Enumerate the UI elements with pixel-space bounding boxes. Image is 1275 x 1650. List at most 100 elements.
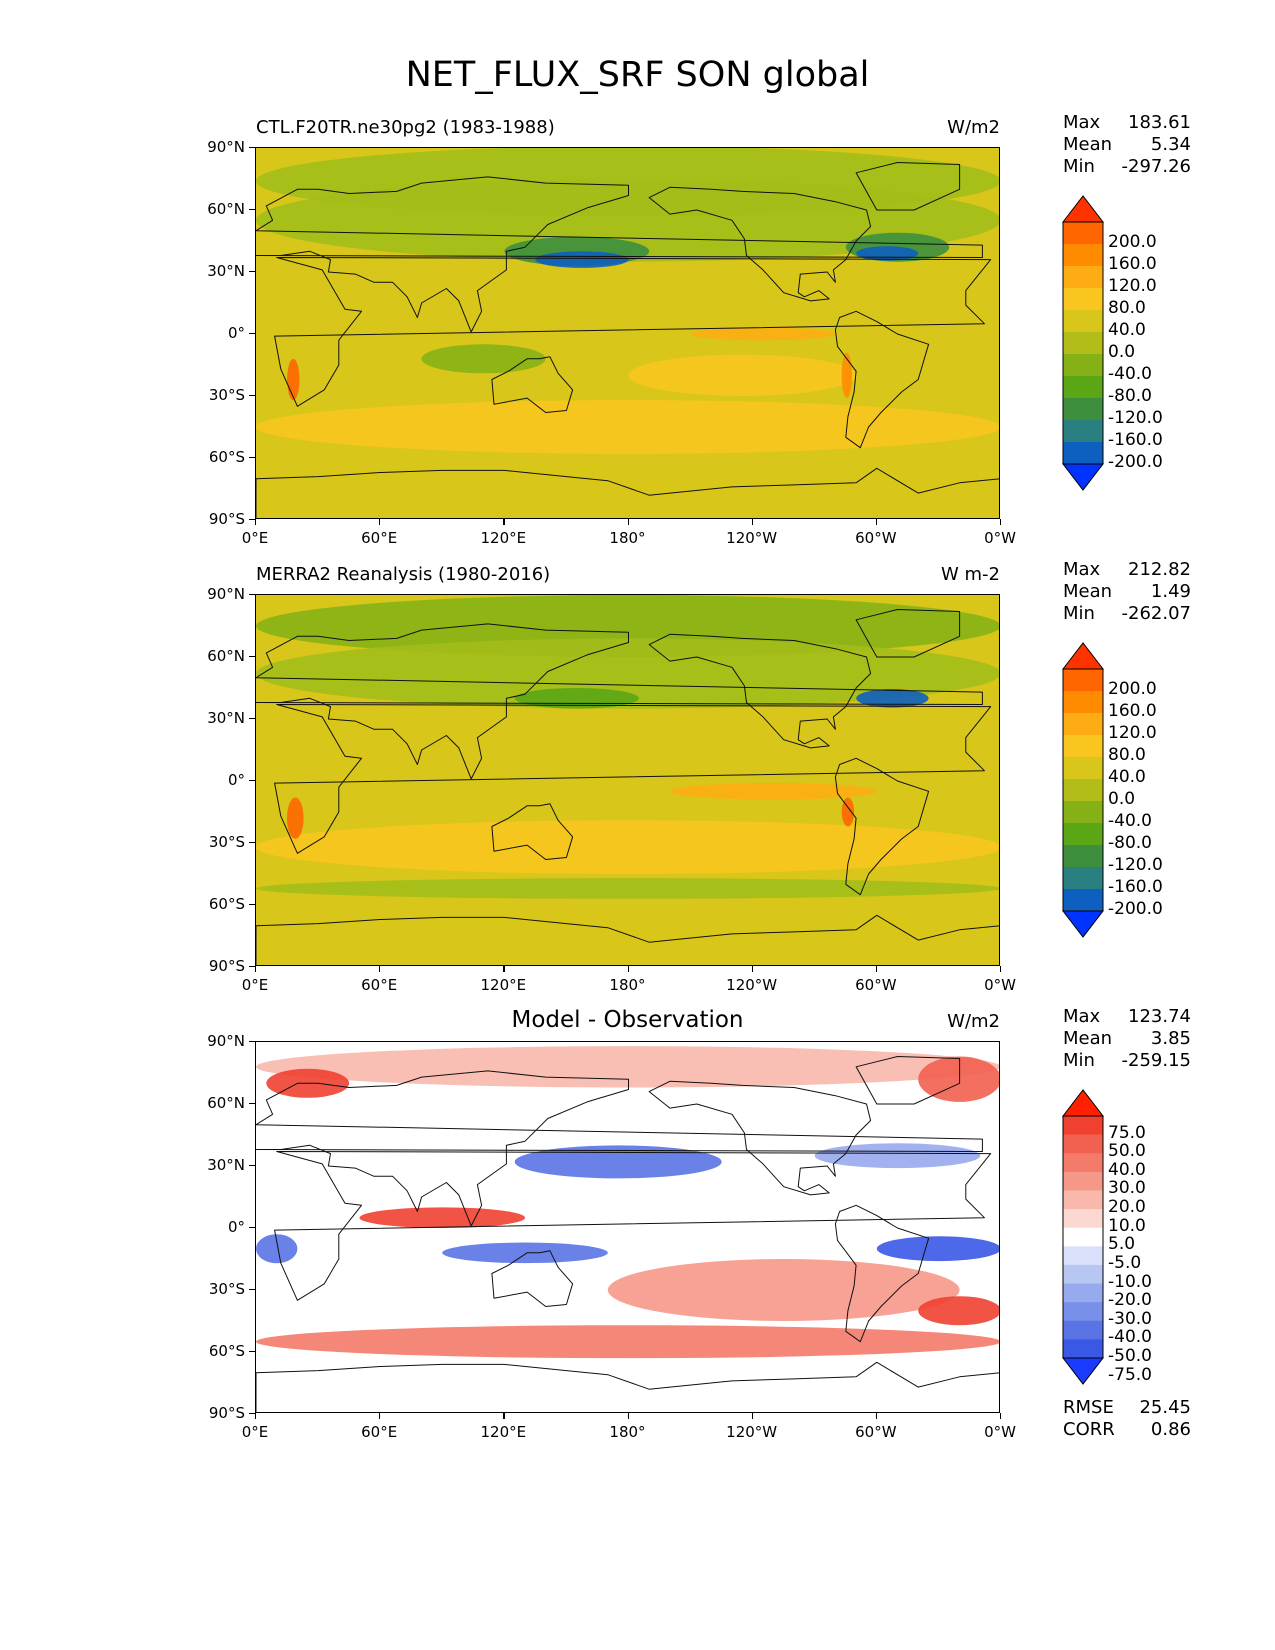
map-contour-plot — [256, 1042, 999, 1412]
stats-value: 3.85 — [1150, 1028, 1191, 1049]
africa-coastline — [274, 704, 992, 854]
lon-tick-mark — [379, 519, 381, 525]
main-title: NET_FLUX_SRF SON global — [405, 55, 870, 95]
colorbar-swatch — [1063, 845, 1103, 868]
field-contour-region — [918, 1056, 999, 1102]
colorbar-swatch — [1063, 713, 1103, 736]
antarctica-coastline — [256, 1361, 999, 1412]
field-contour-region — [256, 1234, 298, 1264]
samerica-coastline — [834, 310, 930, 449]
lat-tick-label: 0° — [227, 1218, 245, 1236]
lat-tick-mark — [249, 1289, 255, 1291]
field-contour-region — [256, 638, 999, 709]
lat-tick-mark — [249, 395, 255, 397]
colorbar-tick-label: 200.0 — [1108, 232, 1157, 252]
lon-tick-label: 0°W — [984, 976, 1016, 994]
stats-value: 5.34 — [1150, 134, 1191, 155]
field-contour-region — [841, 797, 855, 827]
colorbar-tick-label: -20.0 — [1108, 1290, 1152, 1311]
colorbar — [1061, 642, 1105, 942]
field-contour-region — [256, 1046, 999, 1088]
colorbar-tick-label: 40.0 — [1108, 767, 1146, 787]
stats-value: -259.15 — [1121, 1050, 1191, 1071]
samerica-coastline — [834, 1204, 930, 1343]
lon-tick-label: 120°E — [480, 1423, 527, 1441]
field-contour-region — [814, 1143, 981, 1169]
stats-name: Mean — [1063, 581, 1113, 602]
lon-tick-mark — [503, 519, 505, 525]
colorbar-graphic — [1061, 195, 1105, 491]
lat-tick-mark — [249, 209, 255, 211]
colorbar-swatch — [1063, 354, 1103, 377]
lon-tick-mark — [255, 966, 257, 972]
colorbar-swatch — [1063, 801, 1103, 824]
colorbar-tick-label: 40.0 — [1108, 320, 1146, 340]
colorbar-tick-label: -40.0 — [1108, 811, 1152, 831]
colorbar-swatch — [1063, 779, 1103, 802]
lon-tick-label: 60°E — [361, 1423, 398, 1441]
colorbar-tick-label: 160.0 — [1108, 701, 1157, 721]
colorbar-tick-label: 5.0 — [1108, 1234, 1136, 1255]
colorbar-tick-label: -120.0 — [1108, 408, 1163, 428]
stats-row: Max 123.74 — [1063, 1006, 1191, 1028]
field-contour-region — [607, 1259, 960, 1321]
colorbar-tick-label: 200.0 — [1108, 679, 1157, 699]
colorbar-tick-label: 80.0 — [1108, 745, 1146, 765]
stats-value: 1.49 — [1150, 581, 1191, 602]
lat-tick-label: 0° — [227, 324, 245, 342]
map-panel — [255, 1041, 1000, 1413]
africa-coastline — [274, 257, 992, 407]
antarctica-coastline — [256, 467, 999, 518]
colorbar-outline — [1062, 1115, 1104, 1359]
panel-units: W/m2 — [947, 117, 1000, 138]
samerica-coastline — [834, 757, 930, 896]
colorbar-swatch — [1063, 420, 1103, 443]
colorbar-tick-label: 75.0 — [1108, 1122, 1146, 1143]
lat-tick-mark — [249, 842, 255, 844]
map-contour-plot — [256, 148, 999, 518]
lon-tick-mark — [875, 1413, 878, 1419]
stats-name: Max — [1063, 112, 1101, 133]
colorbar-swatch — [1063, 332, 1103, 355]
lon-tick-label: 60°W — [855, 529, 897, 547]
lat-tick-label: 60°S — [208, 1342, 245, 1360]
lon-tick-label: 0°E — [241, 529, 269, 547]
colorbar-tick-label: 40.0 — [1108, 1159, 1146, 1180]
field-contour-region — [690, 327, 836, 341]
lon-tick-label: 60°W — [855, 1423, 897, 1441]
panel-stats: Max 183.61 Mean 5.34 Min -297.26 — [1063, 112, 1191, 178]
colorbar-tick-label: -160.0 — [1108, 877, 1163, 897]
lon-tick-label: 120°E — [480, 976, 527, 994]
colorbar-tick-label: 30.0 — [1108, 1178, 1146, 1199]
colorbar-swatch — [1063, 823, 1103, 846]
lon-tick-label: 120°W — [726, 1423, 778, 1441]
field-contour-region — [535, 251, 629, 268]
lon-tick-label: 0°W — [984, 529, 1016, 547]
colorbar-outline — [1062, 221, 1104, 465]
lat-tick-label: 30°N — [207, 1156, 245, 1174]
colorbar-tick-label: 50.0 — [1108, 1141, 1146, 1162]
lat-tick-mark — [249, 1227, 255, 1229]
colorbar-swatch — [1063, 288, 1103, 311]
colorbar-tick-label: -75.0 — [1108, 1364, 1152, 1385]
lon-tick-mark — [627, 519, 629, 525]
lon-tick-mark — [1000, 966, 1002, 972]
lon-tick-mark — [875, 966, 878, 972]
namerica-coastline — [648, 633, 872, 749]
lon-tick-mark — [255, 1413, 257, 1419]
colorbar-extend-max — [1061, 1089, 1105, 1117]
colorbar-tick-label: 0.0 — [1108, 342, 1136, 362]
field-contour-region — [359, 1207, 526, 1228]
greenland-coastline — [855, 1056, 961, 1105]
lat-tick-mark — [249, 966, 255, 968]
lat-tick-mark — [249, 656, 255, 658]
lat-tick-mark — [249, 718, 255, 720]
stats-row: Min -297.26 — [1063, 156, 1191, 178]
field-contour-region — [256, 820, 999, 874]
lat-tick-label: 60°N — [207, 200, 245, 218]
lat-tick-mark — [249, 1041, 255, 1043]
field-contour-region — [256, 400, 999, 454]
panel-center-title: Model - Observation — [511, 1007, 744, 1033]
field-contour-region — [256, 911, 999, 949]
lat-tick-mark — [249, 519, 255, 521]
